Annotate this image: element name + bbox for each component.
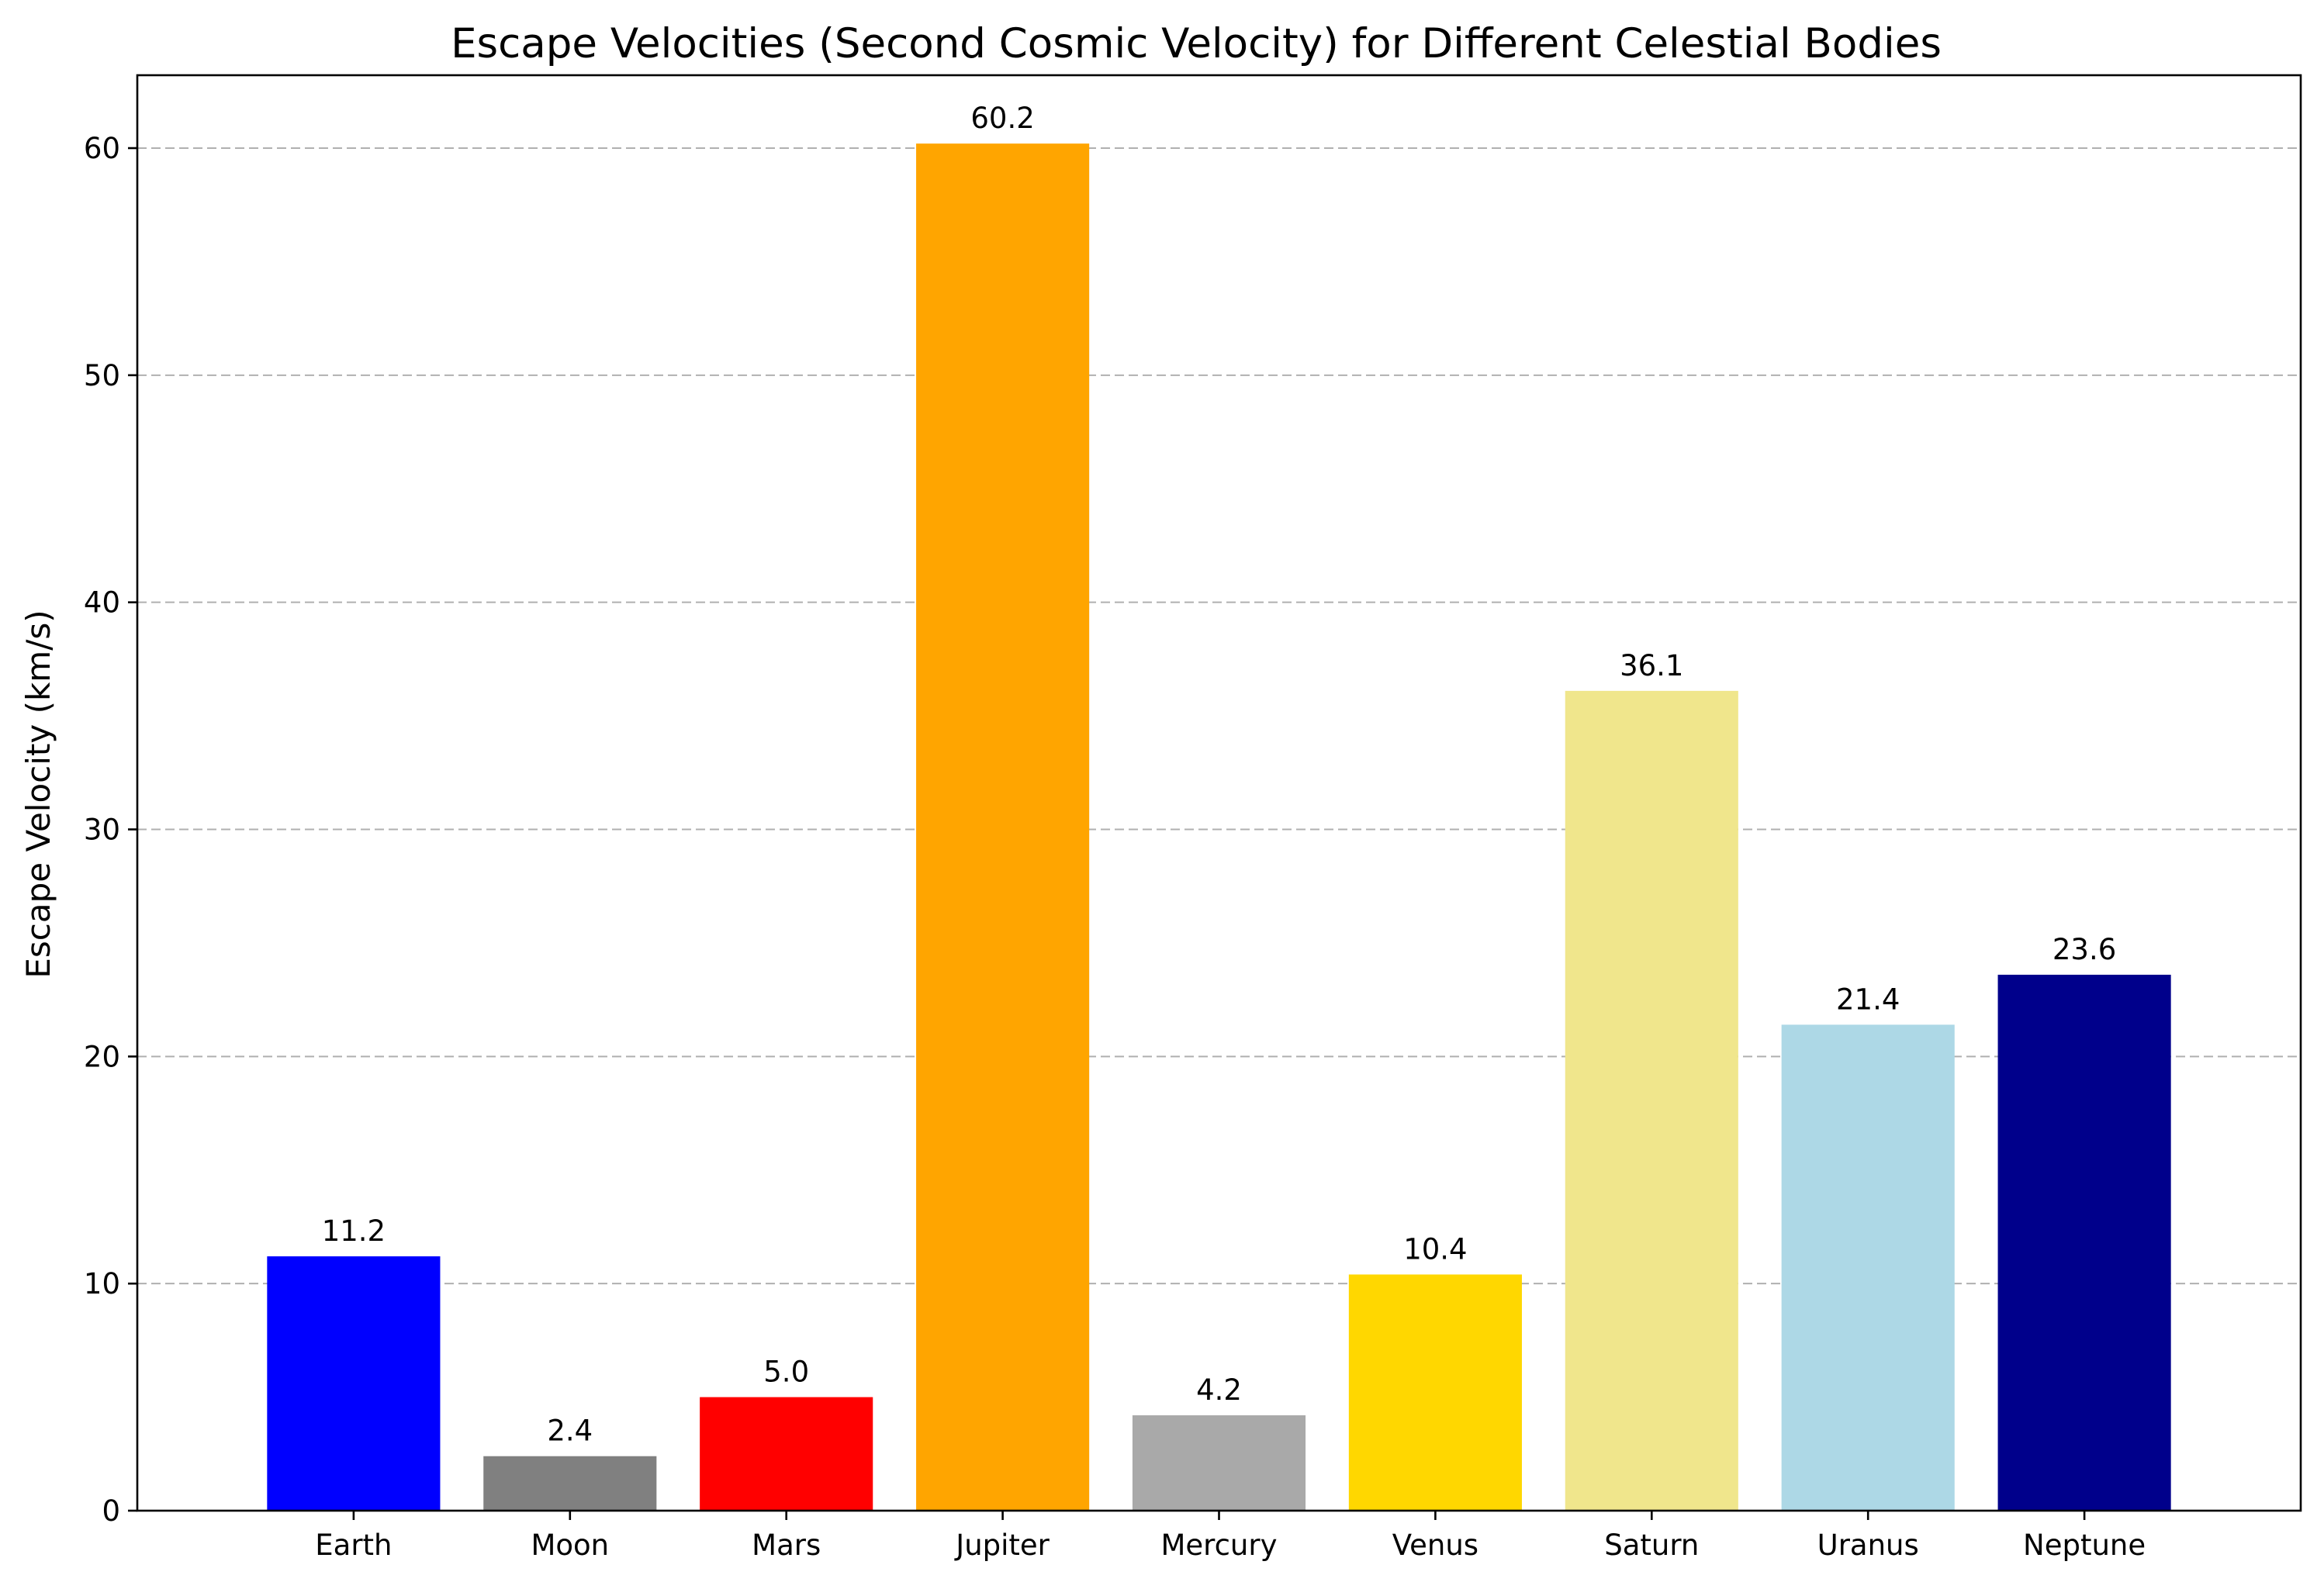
- x-tick-label-mercury: Mercury: [1161, 1529, 1278, 1562]
- bar-jupiter: [916, 143, 1090, 1511]
- y-tick-label: 40: [84, 586, 120, 620]
- bars: [267, 143, 2171, 1511]
- bar-mars: [700, 1397, 873, 1511]
- x-tick-label-venus: Venus: [1392, 1529, 1478, 1562]
- data-label-saturn: 36.1: [1620, 649, 1683, 682]
- bar-moon: [483, 1456, 657, 1511]
- y-tick-label: 50: [84, 359, 120, 392]
- bar-uranus: [1781, 1024, 1955, 1511]
- x-tick-label-neptune: Neptune: [2023, 1529, 2146, 1562]
- data-label-moon: 2.4: [547, 1415, 593, 1448]
- y-tick-label: 60: [84, 132, 120, 165]
- data-label-mars: 5.0: [763, 1356, 809, 1389]
- y-tick-label: 20: [84, 1040, 120, 1073]
- x-tick-label-moon: Moon: [531, 1529, 609, 1562]
- bar-earth: [267, 1256, 441, 1511]
- chart-title: Escape Velocities (Second Cosmic Velocit…: [451, 20, 1942, 67]
- data-labels: 11.2 2.4 5.0 60.2 4.2 10.4 36.1 21.4 23.6: [322, 102, 2117, 1448]
- data-label-jupiter: 60.2: [970, 102, 1034, 135]
- y-tick-label: 30: [84, 813, 120, 846]
- data-label-venus: 10.4: [1403, 1232, 1467, 1266]
- x-tick-label-uranus: Uranus: [1817, 1529, 1919, 1562]
- bar-saturn: [1565, 690, 1738, 1511]
- bar-mercury: [1132, 1415, 1306, 1511]
- bar-venus: [1348, 1274, 1522, 1511]
- y-tick-label: 0: [102, 1494, 120, 1528]
- data-label-neptune: 23.6: [2053, 933, 2116, 966]
- y-axis-ticks: 0 10 20 30 40 50 60: [84, 132, 137, 1528]
- x-tick-label-earth: Earth: [315, 1529, 392, 1562]
- x-axis-ticks: Earth Moon Mars Jupiter Mercury Venus Saturn Ur…: [315, 1511, 2146, 1562]
- bar-neptune: [1997, 974, 2171, 1511]
- y-axis-label: Escape Velocity (km/s): [19, 610, 57, 978]
- x-tick-label-saturn: Saturn: [1604, 1529, 1699, 1562]
- data-label-mercury: 4.2: [1196, 1373, 1242, 1407]
- data-label-earth: 11.2: [322, 1214, 386, 1248]
- y-tick-label: 10: [84, 1267, 120, 1301]
- x-tick-label-jupiter: Jupiter: [954, 1529, 1050, 1562]
- data-label-uranus: 21.4: [1836, 983, 1900, 1016]
- x-tick-label-mars: Mars: [752, 1529, 821, 1562]
